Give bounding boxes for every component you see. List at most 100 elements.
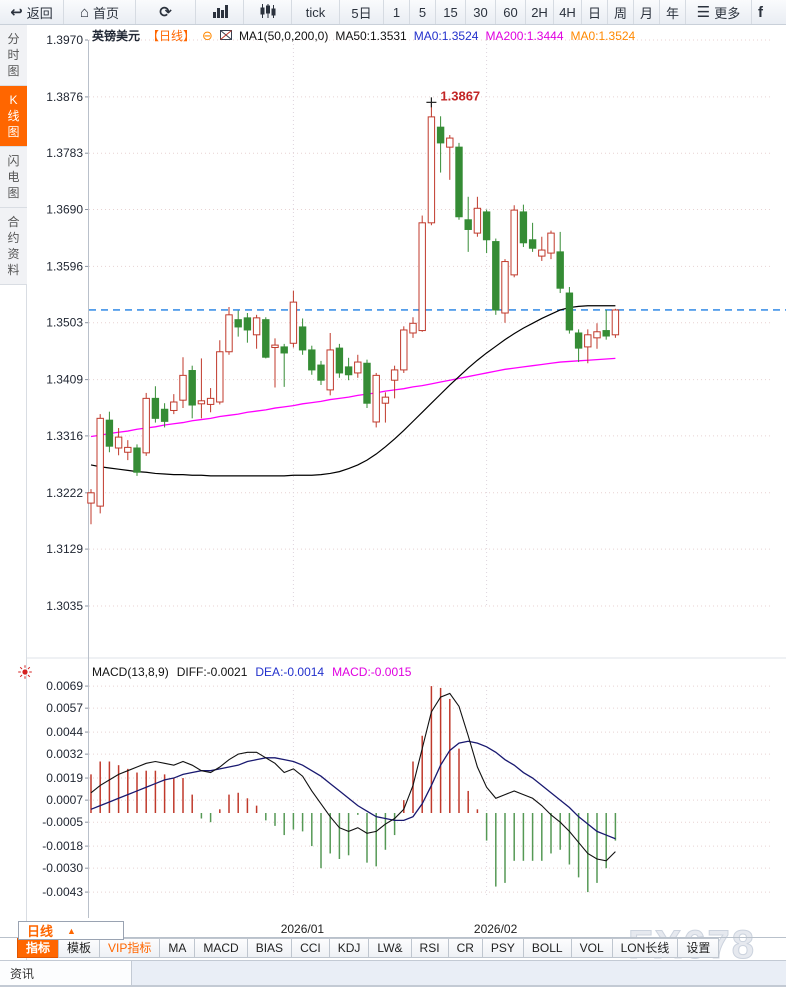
period-button-30[interactable]: 30 (466, 0, 496, 24)
triangle-up-icon: ▲ (67, 925, 76, 936)
macd-title: MACD(13,8,9) (92, 665, 169, 679)
indicator-tab-VOL[interactable]: VOL (570, 938, 613, 958)
more-label: 更多 (714, 5, 741, 21)
tabbar-divider (0, 937, 786, 938)
indicator-tab-设置[interactable]: 设置 (677, 938, 720, 958)
ma0-orange-value: MA0:1.3524 (570, 28, 636, 43)
svg-text:0.0019: 0.0019 (46, 771, 83, 785)
svg-text:0.0069: 0.0069 (46, 679, 83, 693)
sidebar-item-3[interactable]: 合约资料 (0, 208, 27, 285)
symbol-name: 英镑美元 (92, 29, 141, 43)
timeframe-indicator[interactable]: 日线 ▲ (18, 921, 124, 940)
period-button-月[interactable]: 月 (634, 0, 660, 24)
indicator-tab-CR[interactable]: CR (447, 938, 483, 958)
svg-text:1.3316: 1.3316 (46, 429, 83, 443)
svg-text:0.0044: 0.0044 (46, 725, 83, 739)
back-label: 返回 (26, 5, 53, 21)
svg-text:1.3876: 1.3876 (46, 90, 83, 104)
indicator-tab-LON长线[interactable]: LON长线 (611, 938, 679, 958)
indicator-tab-KDJ[interactable]: KDJ (328, 938, 370, 958)
tab-news[interactable]: 资讯 (0, 961, 132, 985)
period-button-4H[interactable]: 4H (554, 0, 582, 24)
indicator-tab-BOLL[interactable]: BOLL (522, 938, 572, 958)
svg-text:1.3867: 1.3867 (440, 88, 480, 103)
clipped-glyph: f (758, 3, 763, 21)
home-button[interactable]: ⌂ 首页 (64, 0, 136, 24)
macd-header: MACD(13,8,9) DIFF:-0.0021 DEA:-0.0014 MA… (92, 665, 411, 679)
indicator-tab-模板[interactable]: 模板 (58, 938, 101, 958)
refresh-button[interactable]: ⟳ (136, 0, 196, 24)
svg-text:-0.0030: -0.0030 (42, 861, 83, 875)
period-button-15[interactable]: 15 (436, 0, 466, 24)
indicator-tab-VIP指标[interactable]: VIP指标 (99, 938, 161, 958)
refresh-icon: ⟳ (159, 3, 172, 21)
chart-type-bar-button[interactable] (196, 0, 244, 24)
chart-type-candle-button[interactable] (244, 0, 292, 24)
period-button-60[interactable]: 60 (496, 0, 526, 24)
svg-text:1.3596: 1.3596 (46, 259, 83, 273)
indicator-tab-指标[interactable]: 指标 (17, 938, 60, 958)
macd-macd-value: MACD:-0.0015 (332, 665, 412, 679)
indicator-tab-LW&[interactable]: LW& (368, 938, 412, 958)
tick-period-button[interactable]: tick (292, 0, 340, 24)
svg-text:1.3503: 1.3503 (46, 316, 83, 330)
period-tag: 【日线】 (147, 29, 196, 43)
svg-text:1.3783: 1.3783 (46, 146, 83, 160)
svg-text:2026/02: 2026/02 (474, 922, 518, 936)
period-button-2H[interactable]: 2H (526, 0, 554, 24)
ma-settings: MA1(50,0,200,0) (238, 28, 329, 43)
svg-text:-0.0018: -0.0018 (42, 839, 83, 853)
svg-text:-0.0005: -0.0005 (42, 815, 83, 829)
back-icon: ↩ (10, 3, 23, 21)
period-button-日[interactable]: 日 (582, 0, 608, 24)
period-5day-button[interactable]: 5日 (340, 0, 384, 24)
ma0-blue-value: MA0:1.3524 (413, 28, 479, 43)
macd-diff-value: DIFF:-0.0021 (176, 665, 248, 679)
collapse-icon[interactable]: ⊖ (202, 28, 213, 43)
indicator-tab-MACD[interactable]: MACD (194, 938, 248, 958)
indicator-tab-BIAS[interactable]: BIAS (246, 938, 293, 958)
indicator-tab-PSY[interactable]: PSY (481, 938, 524, 958)
ma200-value: MA200:1.3444 (485, 28, 564, 43)
period-button-5[interactable]: 5 (410, 0, 436, 24)
svg-text:1.3409: 1.3409 (46, 373, 83, 387)
toolbar: ↩ 返回 ⌂ 首页 ⟳ tick 5日 (0, 0, 786, 25)
svg-text:1.3970: 1.3970 (46, 33, 83, 47)
period-button-周[interactable]: 周 (608, 0, 634, 24)
home-icon: ⌂ (79, 3, 90, 21)
indicator-formula-icon[interactable] (219, 29, 232, 43)
more-button[interactable]: ☰ 更多 (686, 0, 752, 24)
macd-dea-value: DEA:-0.0014 (255, 665, 325, 679)
indicator-tab-CCI[interactable]: CCI (291, 938, 330, 958)
candlestick-icon (260, 3, 276, 21)
svg-text:1.3690: 1.3690 (46, 202, 83, 216)
home-label: 首页 (93, 5, 120, 21)
period-button-年[interactable]: 年 (660, 0, 686, 24)
sidebar: 分时图 K线图 闪电图 合约资料 (0, 25, 27, 960)
status-bar: 资讯 (0, 960, 786, 987)
indicator-tab-RSI[interactable]: RSI (410, 938, 449, 958)
svg-text:0.0007: 0.0007 (46, 793, 83, 807)
menu-icon: ☰ (696, 3, 711, 21)
svg-text:2026/01: 2026/01 (281, 922, 325, 936)
ma50-value: MA50:1.3531 (335, 28, 407, 43)
svg-text:0.0032: 0.0032 (46, 747, 83, 761)
indicator-tabbar: 指标 模板 VIP指标 MA MACD BIAS CCI KDJ LW& RSI CR PSY BOLL… (17, 938, 720, 958)
timeframe-label: 日线 (27, 924, 54, 939)
clipped-toolbar-item: f (752, 0, 786, 24)
svg-text:-0.0043: -0.0043 (42, 885, 83, 899)
svg-text:0.0057: 0.0057 (46, 701, 83, 715)
svg-text:1.3129: 1.3129 (46, 542, 83, 556)
indicator-tab-MA[interactable]: MA (159, 938, 196, 958)
period-button-group: 1 5 15 30 60 2H 4H 日周月年 (384, 0, 686, 24)
back-button[interactable]: ↩ 返回 (0, 0, 64, 24)
bar-chart-icon (212, 4, 228, 21)
sidebar-item-0[interactable]: 分时图 (0, 25, 27, 86)
period-button-1[interactable]: 1 (384, 0, 410, 24)
sidebar-item-1[interactable]: K线图 (0, 86, 27, 147)
svg-text:1.3222: 1.3222 (46, 486, 83, 500)
svg-text:1.3035: 1.3035 (46, 599, 83, 613)
sidebar-item-2[interactable]: 闪电图 (0, 147, 27, 208)
